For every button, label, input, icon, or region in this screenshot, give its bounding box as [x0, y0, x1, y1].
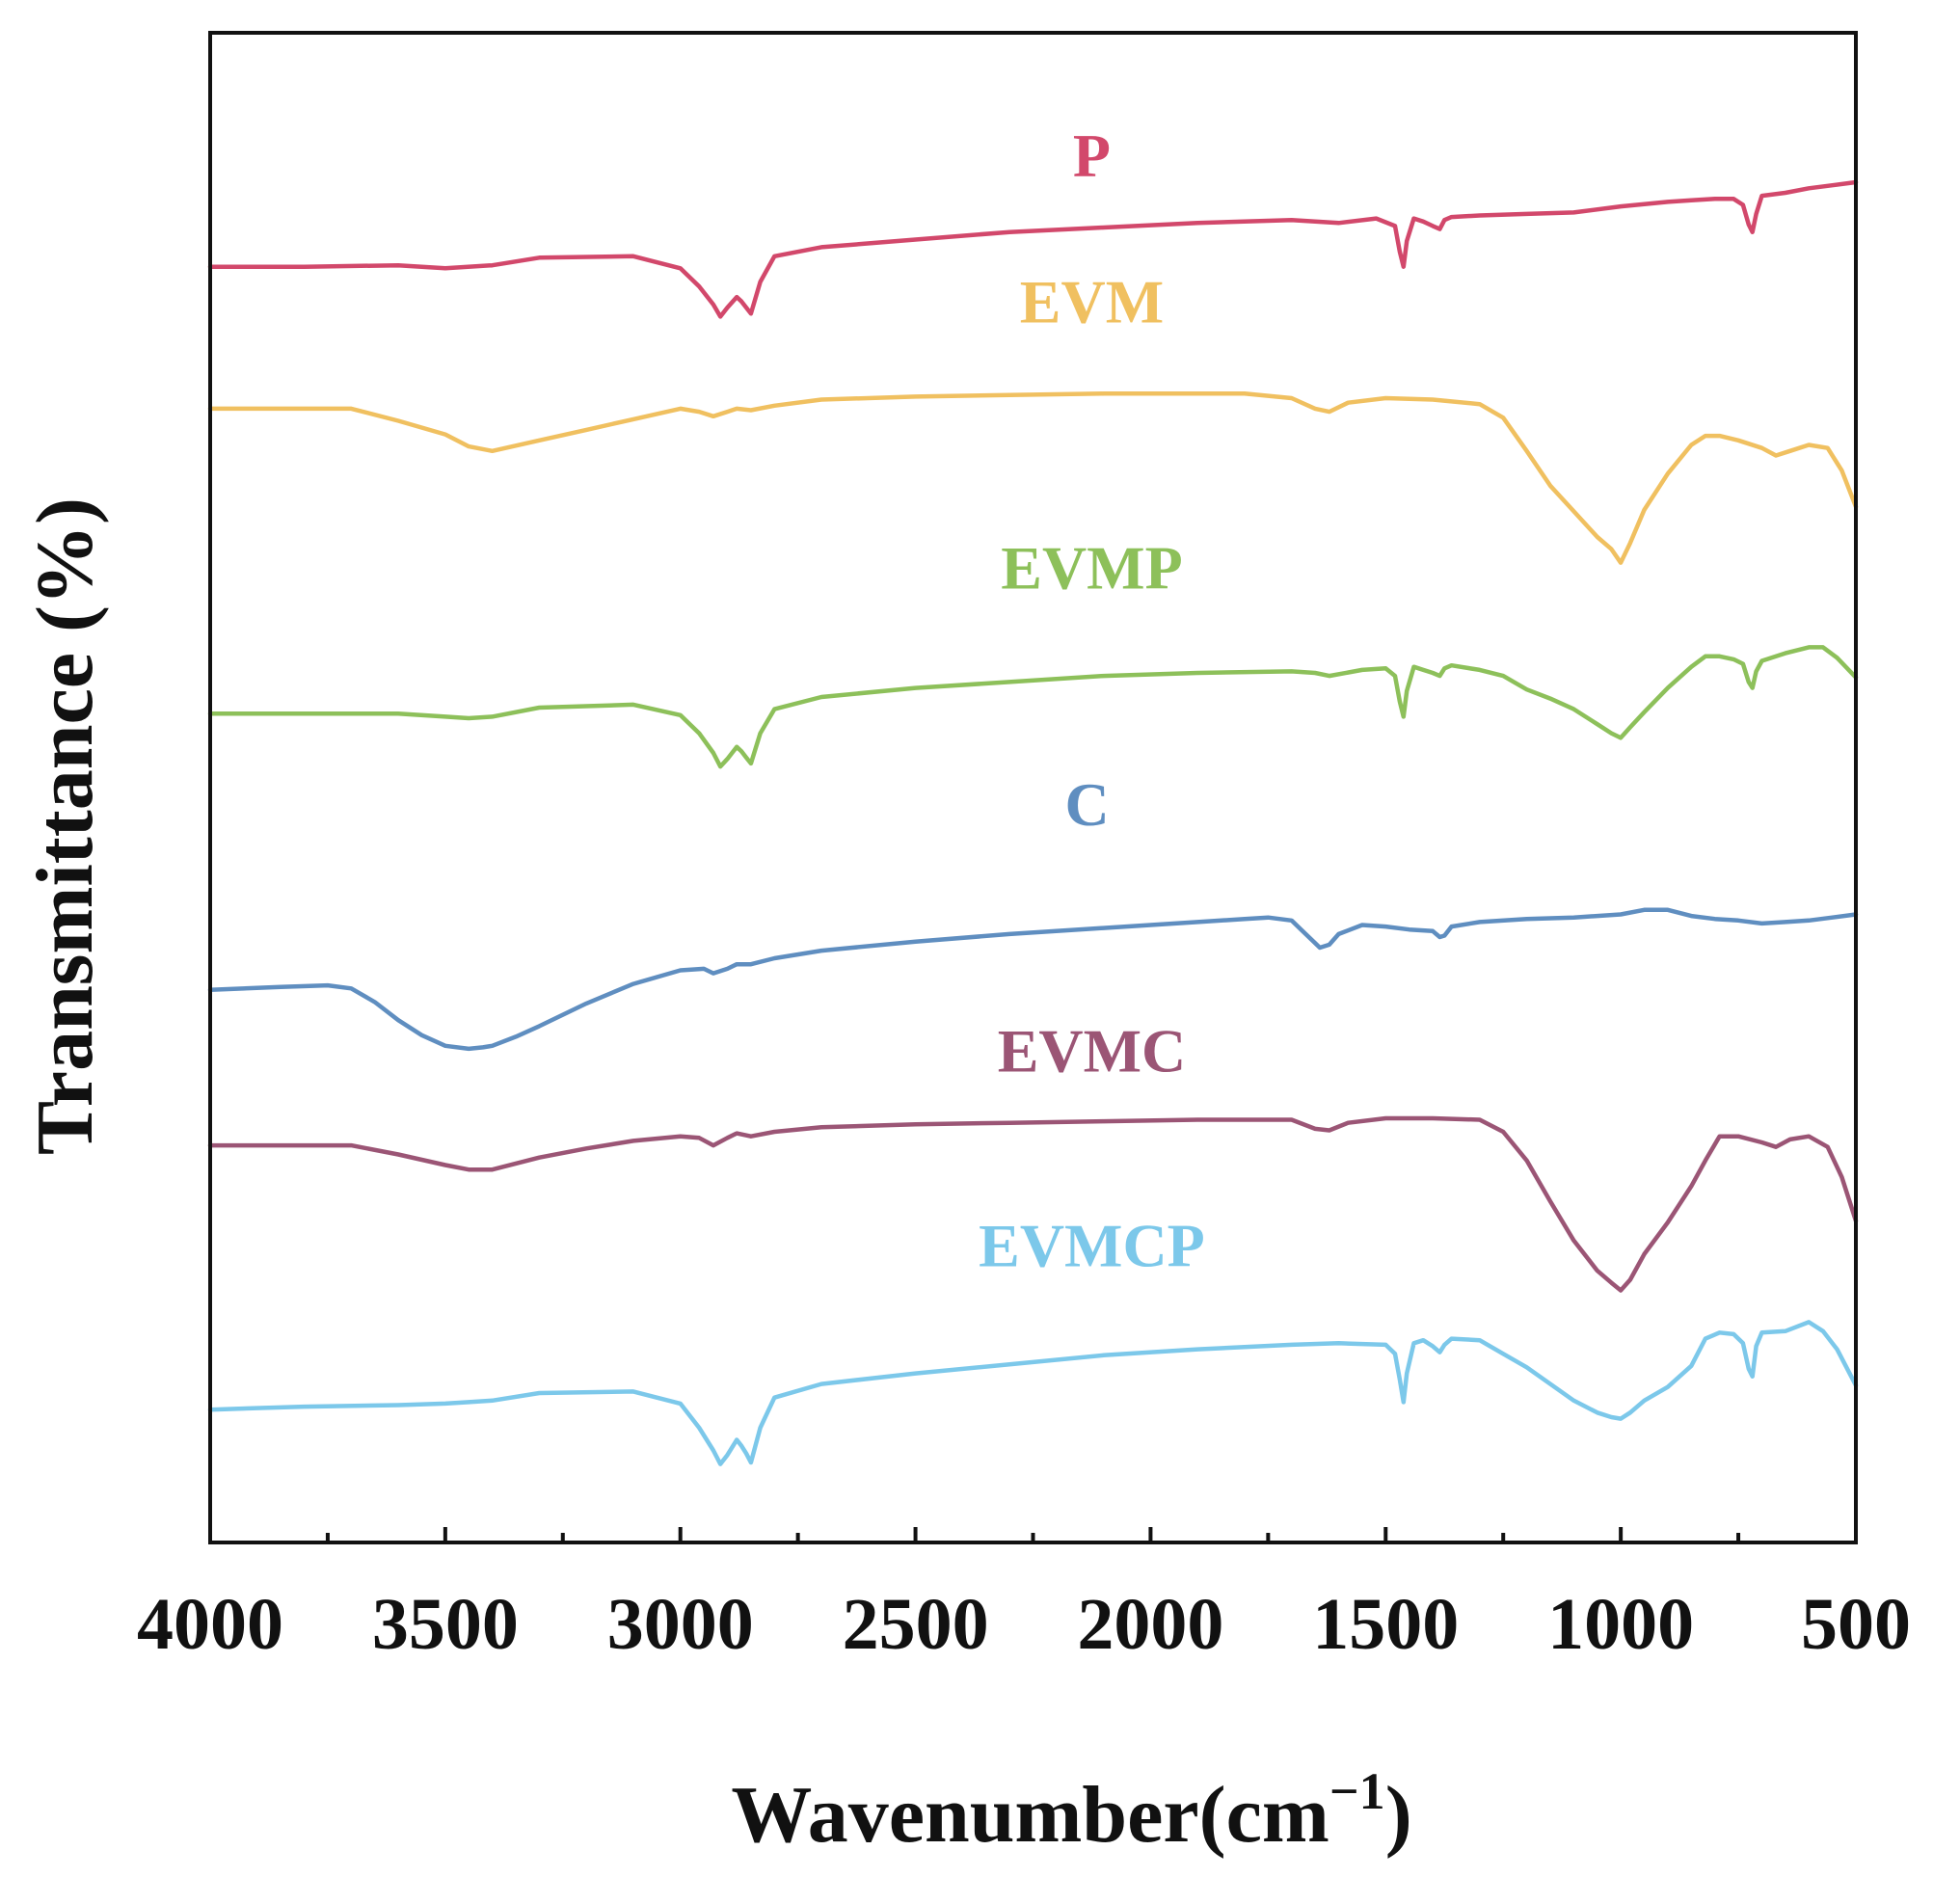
x-tick-label: 2000 [1077, 1584, 1223, 1665]
series-layer [207, 179, 1859, 1466]
series-label-evm: EVM [1020, 268, 1164, 336]
series-label-evmp: EVMP [1001, 533, 1182, 602]
x-tick-label: 3500 [372, 1584, 519, 1665]
series-line-p [207, 179, 1859, 319]
x-axis-title-close: ) [1385, 1770, 1412, 1860]
series-line-c [207, 907, 1859, 1052]
x-tick-label: 1000 [1547, 1584, 1694, 1665]
series-line-evmp [207, 645, 1859, 769]
x-axis-title: Wavenumber(cm−1) [731, 1762, 1411, 1860]
x-axis-ticks [208, 1527, 1858, 1542]
y-axis-title: Transmittance (%) [20, 497, 110, 1155]
x-tick-label: 4000 [137, 1584, 283, 1665]
x-axis-title-main: Wavenumber(cm [731, 1770, 1329, 1860]
x-axis-tick-labels: 4000 3500 3000 2500 2000 1500 1000 500 [137, 1584, 1911, 1665]
series-labels: P EVM EVMP C EVMC EVMCP [979, 121, 1205, 1280]
series-label-evmc: EVMC [998, 1016, 1187, 1085]
series-label-p: P [1073, 121, 1111, 190]
series-line-evm [207, 391, 1859, 565]
series-label-evmcp: EVMCP [979, 1211, 1205, 1279]
x-tick-label: 2500 [843, 1584, 989, 1665]
x-axis-title-superscript: −1 [1329, 1762, 1385, 1820]
x-tick-label: 1500 [1312, 1584, 1459, 1665]
series-line-evmcp [207, 1320, 1859, 1466]
x-tick-label: 500 [1801, 1584, 1911, 1665]
x-tick-label: 3000 [607, 1584, 754, 1665]
series-line-evmc [207, 1115, 1859, 1293]
series-label-c: C [1064, 770, 1109, 839]
plot-frame [208, 31, 1858, 1544]
